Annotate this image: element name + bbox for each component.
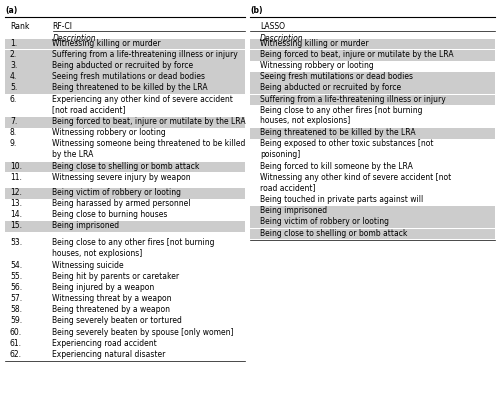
Text: 4.: 4.	[10, 72, 17, 81]
FancyBboxPatch shape	[5, 83, 245, 94]
FancyBboxPatch shape	[5, 72, 245, 83]
Text: Being close to shelling or bomb attack: Being close to shelling or bomb attack	[260, 229, 408, 238]
Text: Being forced to beat, injure or mutilate by the LRA: Being forced to beat, injure or mutilate…	[52, 117, 246, 126]
Text: Being exposed to other toxic substances [not
poisoning]: Being exposed to other toxic substances …	[260, 139, 434, 159]
Text: 8.: 8.	[10, 128, 17, 137]
Text: Being victim of robbery or looting: Being victim of robbery or looting	[52, 188, 182, 197]
FancyBboxPatch shape	[5, 39, 245, 49]
Text: 56.: 56.	[10, 283, 22, 292]
Text: Being hit by parents or caretaker: Being hit by parents or caretaker	[52, 272, 180, 281]
Text: (a): (a)	[5, 6, 17, 15]
FancyBboxPatch shape	[250, 39, 495, 49]
FancyBboxPatch shape	[5, 188, 245, 199]
Text: 58.: 58.	[10, 305, 22, 314]
Text: RF-CI: RF-CI	[52, 22, 72, 31]
FancyBboxPatch shape	[250, 217, 495, 228]
Text: 9.: 9.	[10, 139, 17, 148]
Text: Being close to any other fires [not burning
houses, not explosions]: Being close to any other fires [not burn…	[260, 106, 422, 125]
Text: Being severely beaten or tortured: Being severely beaten or tortured	[52, 316, 182, 326]
Text: Being close to any other fires [not burning
houses, not explosions]: Being close to any other fires [not burn…	[52, 238, 215, 258]
FancyBboxPatch shape	[5, 61, 245, 72]
FancyBboxPatch shape	[250, 72, 495, 83]
Text: Witnessing killing or murder: Witnessing killing or murder	[52, 39, 161, 48]
FancyBboxPatch shape	[5, 117, 245, 128]
Text: 2.: 2.	[10, 50, 17, 59]
Text: Witnessing any other kind of severe accident [not
road accident]: Witnessing any other kind of severe acci…	[260, 173, 451, 192]
Text: 61.: 61.	[10, 339, 22, 348]
Text: Witnessing suicide: Witnessing suicide	[52, 261, 124, 270]
Text: Witnessing someone being threatened to be killed
by the LRA: Witnessing someone being threatened to b…	[52, 139, 246, 159]
Text: (b): (b)	[250, 6, 262, 15]
Text: Witnessing robbery or looting: Witnessing robbery or looting	[260, 61, 374, 70]
Text: 60.: 60.	[10, 328, 22, 337]
Text: Experiencing natural disaster: Experiencing natural disaster	[52, 350, 166, 359]
Text: 62.: 62.	[10, 350, 22, 359]
Text: 1.: 1.	[10, 39, 17, 48]
Text: Witnessing robbery or looting: Witnessing robbery or looting	[52, 128, 166, 137]
Text: Being victim of robbery or looting: Being victim of robbery or looting	[260, 217, 389, 227]
Text: Witnessing severe injury by weapon: Witnessing severe injury by weapon	[52, 173, 191, 182]
FancyBboxPatch shape	[5, 221, 245, 232]
FancyBboxPatch shape	[250, 206, 495, 217]
Text: Seeing fresh mutilations or dead bodies: Seeing fresh mutilations or dead bodies	[52, 72, 206, 81]
FancyBboxPatch shape	[250, 229, 495, 239]
Text: Rank: Rank	[10, 22, 29, 31]
Text: Seeing fresh mutilations or dead bodies: Seeing fresh mutilations or dead bodies	[260, 72, 413, 81]
Text: Being touched in private parts against will: Being touched in private parts against w…	[260, 195, 423, 204]
Text: Being threatened to be killed by the LRA: Being threatened to be killed by the LRA	[52, 83, 208, 93]
Text: Being threatened by a weapon: Being threatened by a weapon	[52, 305, 171, 314]
FancyBboxPatch shape	[250, 128, 495, 139]
FancyBboxPatch shape	[5, 162, 245, 172]
Text: 6.: 6.	[10, 95, 17, 104]
Text: Being injured by a weapon: Being injured by a weapon	[52, 283, 155, 292]
Text: 15.: 15.	[10, 221, 22, 231]
Text: Being threatened to be killed by the LRA: Being threatened to be killed by the LRA	[260, 128, 416, 137]
Text: Being close to burning houses: Being close to burning houses	[52, 210, 168, 219]
Text: Being abducted or recruited by force: Being abducted or recruited by force	[260, 83, 401, 93]
FancyBboxPatch shape	[5, 50, 245, 61]
Text: Witnessing threat by a weapon: Witnessing threat by a weapon	[52, 294, 172, 303]
Text: 10.: 10.	[10, 162, 22, 171]
FancyBboxPatch shape	[250, 83, 495, 94]
Text: 54.: 54.	[10, 261, 22, 270]
Text: 3.: 3.	[10, 61, 17, 70]
Text: Description: Description	[260, 34, 304, 43]
Text: Suffering from a life-threatening illness or injury: Suffering from a life-threatening illnes…	[260, 95, 446, 104]
Text: Being abducted or recruited by force: Being abducted or recruited by force	[52, 61, 194, 70]
Text: 55.: 55.	[10, 272, 22, 281]
Text: …: …	[10, 233, 18, 242]
Text: 57.: 57.	[10, 294, 22, 303]
Text: 7.: 7.	[10, 117, 17, 126]
Text: 12.: 12.	[10, 188, 22, 197]
Text: 59.: 59.	[10, 316, 22, 326]
Text: Suffering from a life-threatening illness or injury: Suffering from a life-threatening illnes…	[52, 50, 238, 59]
Text: Being forced to kill someone by the LRA: Being forced to kill someone by the LRA	[260, 162, 413, 171]
Text: Being imprisoned: Being imprisoned	[52, 221, 120, 231]
Text: 53.: 53.	[10, 238, 22, 247]
Text: Being harassed by armed personnel: Being harassed by armed personnel	[52, 199, 191, 208]
Text: LASSO: LASSO	[260, 22, 285, 31]
Text: Being imprisoned: Being imprisoned	[260, 206, 327, 215]
Text: 13.: 13.	[10, 199, 22, 208]
FancyBboxPatch shape	[250, 50, 495, 61]
Text: Description: Description	[52, 34, 96, 43]
Text: Experiencing road accident: Experiencing road accident	[52, 339, 157, 348]
Text: Being forced to beat, injure or mutilate by the LRA: Being forced to beat, injure or mutilate…	[260, 50, 454, 59]
FancyBboxPatch shape	[250, 95, 495, 105]
Text: 5.: 5.	[10, 83, 17, 93]
Text: 14.: 14.	[10, 210, 22, 219]
Text: Being close to shelling or bomb attack: Being close to shelling or bomb attack	[52, 162, 200, 171]
Text: Being severely beaten by spouse [only women]: Being severely beaten by spouse [only wo…	[52, 328, 234, 337]
Text: Experiencing any other kind of severe accident
[not road accident]: Experiencing any other kind of severe ac…	[52, 95, 234, 114]
Text: Witnessing killing or murder: Witnessing killing or murder	[260, 39, 368, 48]
Text: 11.: 11.	[10, 173, 22, 182]
